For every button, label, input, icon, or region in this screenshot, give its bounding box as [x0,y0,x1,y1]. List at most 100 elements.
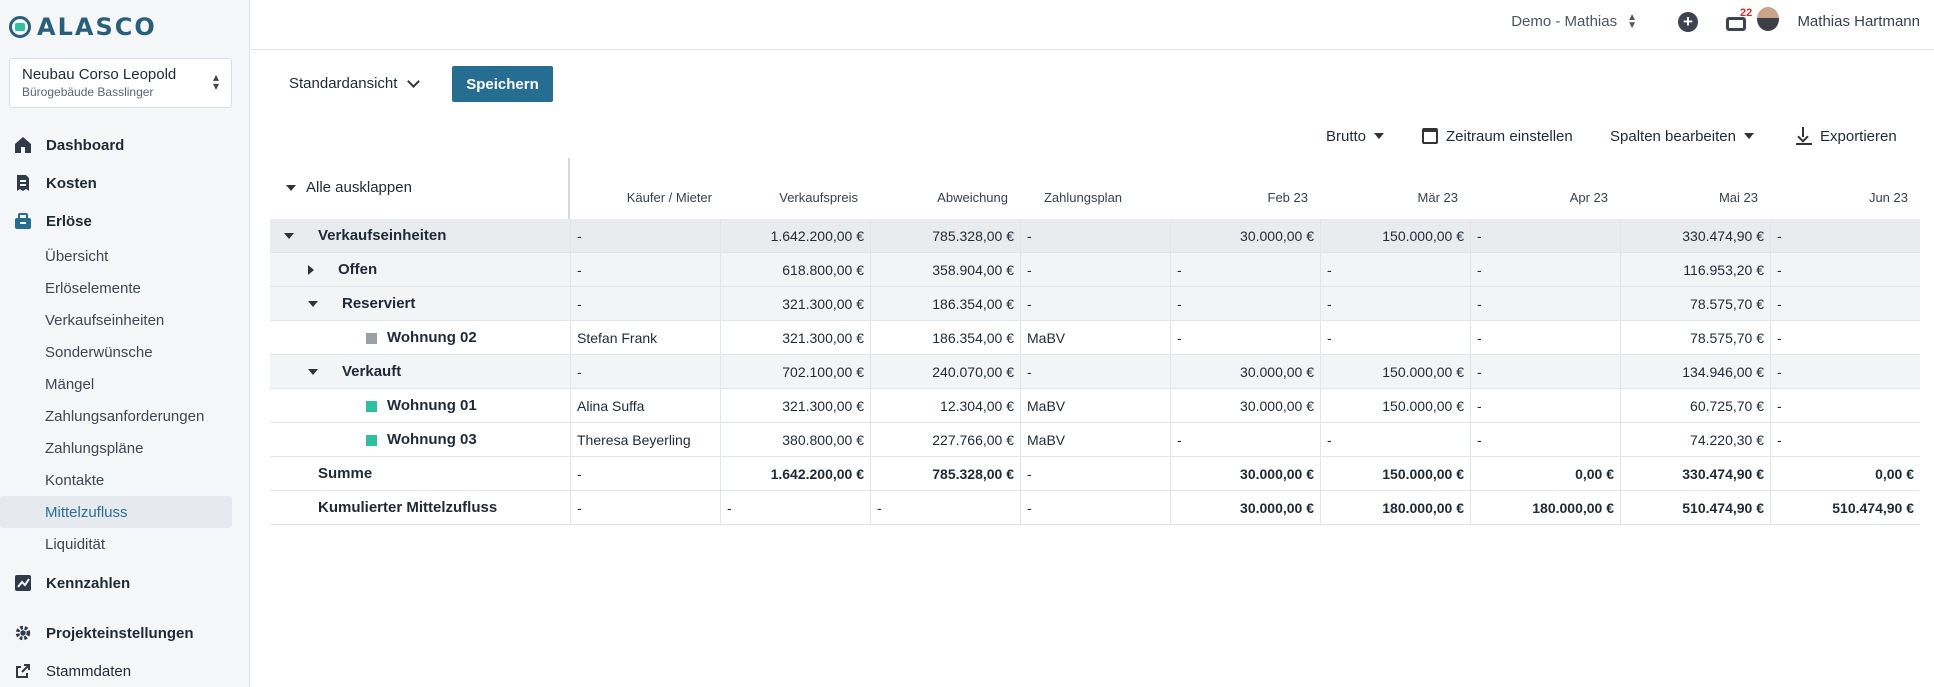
table-cell: - [1470,287,1620,321]
save-button[interactable]: Speichern [452,66,553,102]
avatar[interactable] [1757,7,1779,31]
table-cell: - [1770,423,1920,457]
expand-all-toggle[interactable]: Alle ausklappen [286,179,412,196]
caret-down-icon[interactable] [308,301,318,307]
nav-sub-maengel[interactable]: Mängel [45,375,95,393]
row-wohnung-01[interactable]: Wohnung 01 Alina Suffa 321.300,00 €12.304,… [270,389,1920,423]
nav-stammdaten[interactable]: Stammdaten [0,652,250,687]
nav-kosten[interactable]: Kosten [0,164,250,202]
caret-right-icon[interactable] [308,265,314,275]
table-cell: 330.474,90 € [1620,457,1770,491]
row-summe[interactable]: Summe -1.642.200,00 €785.328,00 € -30.000,… [270,457,1920,491]
logo[interactable]: ALASCO [9,13,157,41]
table-cell: 12.304,00 € [870,389,1020,423]
workspace-selector[interactable]: Demo - Mathias ▲ ▼ [1511,11,1637,31]
nav-sub-kontakte[interactable]: Kontakte [45,471,105,489]
brutto-selector[interactable]: Brutto [1326,126,1385,146]
table-cell: 150.000,00 € [1320,457,1470,491]
inbox-button[interactable]: 22 [1726,7,1752,32]
view-label: Standardansicht [289,75,398,92]
spalten-button[interactable]: Spalten bearbeiten [1610,126,1754,146]
nav-sub-liquiditaet[interactable]: Liquidität [45,535,106,553]
table-cell: 30.000,00 € [1170,355,1320,389]
table-cell: - [1320,321,1470,355]
table-cell: 702.100,00 € [720,355,870,389]
table-cell: - [570,219,720,253]
nav-sub-zahlungsplaene[interactable]: Zahlungspläne [45,439,144,457]
nav-sub-verkaufseinheiten[interactable]: Verkaufseinheiten [45,311,165,329]
header-zahlungsplan: Zahlungsplan [1043,190,1123,205]
nav-projekteinstellungen[interactable]: Projekteinstellungen [0,614,250,652]
row-label-text: Reserviert [342,295,416,312]
caret-down-icon [286,184,296,191]
table-cell: - [570,355,720,389]
row-label-text: Verkaufseinheiten [318,227,447,244]
table-cell: Theresa Beyerling [570,423,720,457]
updown-caret-icon: ▲ ▼ [1627,11,1637,31]
row-verkauft[interactable]: Verkauft -702.100,00 €240.070,00 € -30.000… [270,355,1920,389]
status-square-icon [366,332,377,344]
table-cell: 0,00 € [1770,457,1920,491]
table-cell: - [570,491,720,525]
project-selector[interactable]: Neubau Corso Leopold Bürogebäude Basslin… [9,58,232,108]
inbox-icon [1726,17,1746,31]
table-cell: - [1470,253,1620,287]
row-offen[interactable]: Offen -618.800,00 €358.904,00 € - - - -116.95… [270,253,1920,287]
nav-erloese[interactable]: Erlöse [0,202,250,240]
row-label-text: Wohnung 02 [387,329,477,346]
row-verkaufseinheiten[interactable]: Verkaufseinheiten -1.642.200,00 €785.328,… [270,219,1920,253]
row-wohnung-02[interactable]: Wohnung 02 Stefan Frank 321.300,00 €186.35… [270,321,1920,355]
row-wohnung-03[interactable]: Wohnung 03 Theresa Beyerling 380.800,00 €2… [270,423,1920,457]
user-name[interactable]: Mathias Hartmann [1797,13,1920,30]
header-verkaufspreis: Verkaufspreis [779,190,858,205]
caret-down-icon [1374,133,1385,139]
table-cell: - [870,491,1020,525]
logo-text: ALASCO [37,13,157,41]
nav-sub-zahlungsanforderungen[interactable]: Zahlungsanforderungen [45,407,205,425]
table-cell: - [1470,355,1620,389]
nav-sub-uebersicht[interactable]: Übersicht [45,247,109,265]
table-cell: 30.000,00 € [1170,491,1320,525]
table-cell: - [1020,491,1170,525]
table-cell: - [1470,423,1620,457]
table-cell: - [570,287,720,321]
table-cell: - [1770,253,1920,287]
table-cell: 0,00 € [1470,457,1620,491]
table-cell: - [570,253,720,287]
header-mai-23: Mai 23 [1718,190,1758,205]
row-label: Summe [318,457,372,491]
table-cell: 30.000,00 € [1170,219,1320,253]
nav-sub-sonderwuensche[interactable]: Sonderwünsche [45,343,153,361]
nav-kennzahlen[interactable]: Kennzahlen [0,564,250,602]
table-cell: 74.220,30 € [1620,423,1770,457]
table-cell: 785.328,00 € [870,219,1020,253]
caret-down-icon[interactable] [284,233,294,239]
row-label: Reserviert [308,287,415,321]
row-kumuliert[interactable]: Kumulierter Mittelzufluss - - - -30.000,00 €… [270,491,1920,525]
table-cell: Alina Suffa [570,389,720,423]
table-cell: - [1020,457,1170,491]
add-button[interactable]: + [1678,12,1698,32]
table-cell: - [1170,321,1320,355]
table-cell: MaBV [1020,321,1170,355]
nav-sub-erloeselemente[interactable]: Erlöselemente [45,279,141,297]
export-button[interactable]: Exportieren [1796,126,1897,146]
nav-stammdaten-label: Stammdaten [46,662,132,680]
header-abweichung: Abweichung [937,190,1008,205]
table-cell: 321.300,00 € [720,287,870,321]
nav-sub-mittelzufluss[interactable]: Mittelzufluss [0,496,232,528]
table-cell: 618.800,00 € [720,253,870,287]
table-cell: 78.575,70 € [1620,287,1770,321]
row-reserviert[interactable]: Reserviert -321.300,00 €186.354,00 € - - - -7… [270,287,1920,321]
table-cell: 330.474,90 € [1620,219,1770,253]
nav-dashboard[interactable]: Dashboard [0,126,250,164]
caret-down-icon[interactable] [308,369,318,375]
header-maer-23: Mär 23 [1417,190,1458,205]
table-cell: - [720,491,870,525]
alasco-logo-icon [9,16,31,38]
updown-caret-icon: ▴ ▾ [212,70,219,93]
table-cell: - [1770,389,1920,423]
view-selector[interactable]: Standardansicht [289,74,421,92]
zeitraum-button[interactable]: Zeitraum einstellen [1422,126,1573,146]
nav-kosten-label: Kosten [46,174,97,192]
